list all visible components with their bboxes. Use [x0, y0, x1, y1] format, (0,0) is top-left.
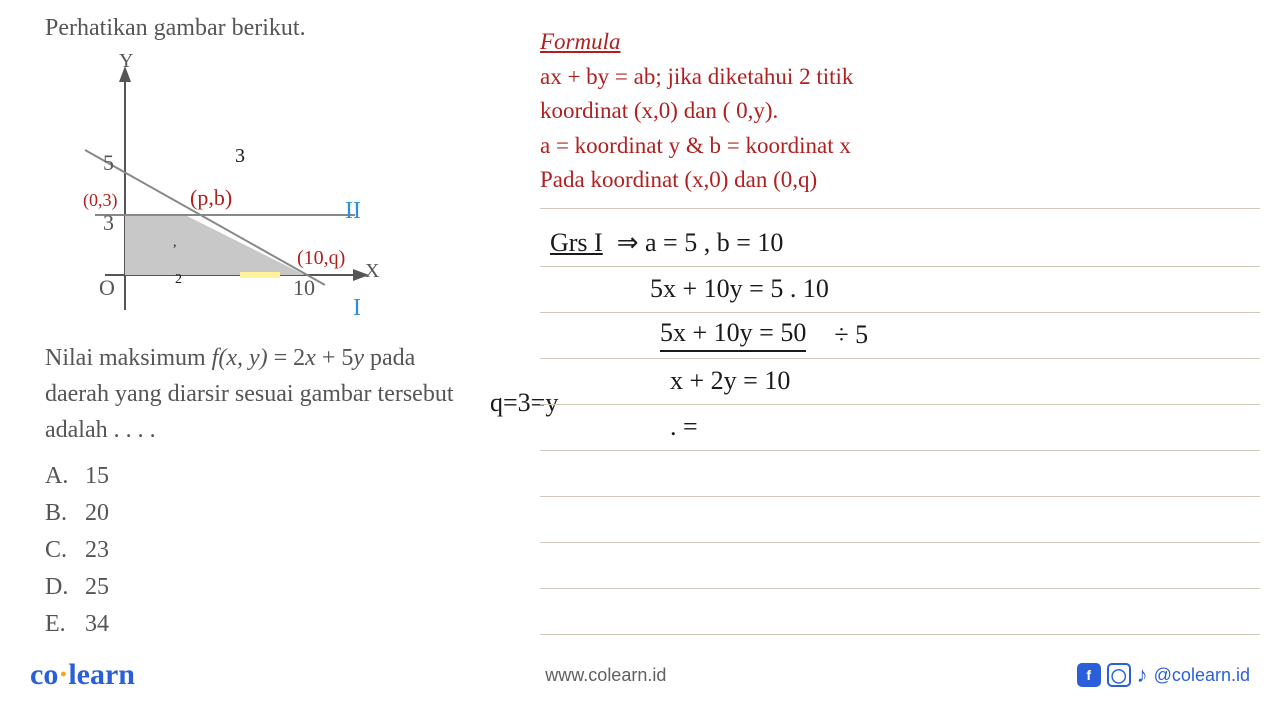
- formula-line4: Pada koordinat (x,0) dan (0,q): [540, 163, 1260, 198]
- left-panel: Perhatikan gambar berikut. Y X: [45, 15, 505, 648]
- work-line-1: Grs I ⇒ a = 5 , b = 10: [540, 221, 1260, 267]
- w2: 5x + 10y = 5 . 10: [650, 274, 829, 304]
- tiktok-icon: ♪: [1137, 662, 1148, 688]
- work-line-2: 5x + 10y = 5 . 10: [540, 267, 1260, 313]
- option-d: D.25: [45, 574, 505, 601]
- right-panel: Formula ax + by = ab; jika diketahui 2 t…: [540, 25, 1260, 635]
- annot-03: (0,3): [83, 190, 118, 211]
- socials: f ◯ ♪ @colearn.id: [1077, 662, 1250, 688]
- annot-pb: (p,b): [190, 185, 232, 211]
- annot-roman-2: II: [345, 198, 361, 225]
- q2: daerah yang diarsir sesuai gambar terseb…: [45, 381, 454, 407]
- option-c: C.23: [45, 537, 505, 564]
- w3a: 5x + 10y = 50: [660, 318, 806, 352]
- option-e: E.34: [45, 611, 505, 638]
- annot-2: 2: [175, 272, 182, 288]
- footer-url: www.colearn.id: [545, 665, 666, 686]
- x-tick-10: 10: [293, 275, 315, 301]
- option-a: A.15: [45, 463, 505, 490]
- work-line-7: [540, 497, 1260, 543]
- footer: co·learn www.colearn.id f ◯ ♪ @colearn.i…: [0, 658, 1280, 692]
- logo-dot-icon: ·: [58, 658, 68, 691]
- work-line-4: x + 2y = 10: [540, 359, 1260, 405]
- x-axis-label: X: [365, 260, 379, 283]
- logo-co: co: [30, 658, 58, 691]
- formula-line3: a = koordinat y & b = koordinat x: [540, 129, 1260, 164]
- work-line-3: 5x + 10y = 50 ÷ 5: [540, 313, 1260, 359]
- q1f: + 5: [316, 345, 354, 371]
- q1a: Nilai maksimum: [45, 345, 212, 371]
- logo-learn: learn: [68, 658, 135, 691]
- instruction-text: Perhatikan gambar berikut.: [45, 15, 505, 42]
- origin-label: O: [99, 275, 115, 301]
- formula-line1: ax + by = ab; jika diketahui 2 titik: [540, 60, 1260, 95]
- logo: co·learn: [30, 658, 135, 692]
- annot-10q: (10,q): [297, 247, 345, 270]
- graph: Y X O 5 3 10 3 (p,b) (0,3) II (10,q) I 2…: [65, 50, 405, 330]
- w4: x + 2y = 10: [670, 366, 790, 396]
- y-axis-label: Y: [119, 50, 133, 73]
- q1h: pada: [364, 345, 415, 371]
- ruled-area: Grs I ⇒ a = 5 , b = 10 5x + 10y = 5 . 10…: [540, 221, 1260, 635]
- annot-roman-1: I: [353, 295, 361, 322]
- q1e: x: [305, 345, 316, 371]
- option-b: B.20: [45, 500, 505, 527]
- w1a: Grs I: [550, 228, 603, 258]
- annot-3: 3: [235, 145, 245, 168]
- facebook-icon: f: [1077, 663, 1101, 687]
- w3b: ÷ 5: [834, 320, 868, 350]
- question-text: Nilai maksimum f(x, y) = 2x + 5y pada da…: [45, 340, 505, 448]
- y-tick-5: 5: [103, 150, 114, 176]
- formula-line2: koordinat (x,0) dan ( 0,y).: [540, 94, 1260, 129]
- instagram-icon: ◯: [1107, 663, 1131, 687]
- footer-handle: @colearn.id: [1154, 665, 1250, 686]
- y-tick-3: 3: [103, 210, 114, 236]
- formula-title: Formula: [540, 25, 1260, 60]
- w5: . =: [670, 412, 698, 442]
- q3: adalah . . . .: [45, 417, 156, 443]
- q1g: y: [353, 345, 364, 371]
- q1d: = 2: [268, 345, 306, 371]
- options: A.15 B.20 C.23 D.25 E.34: [45, 463, 505, 638]
- work-line-8: [540, 543, 1260, 589]
- w1b: ⇒ a = 5 , b = 10: [617, 228, 784, 258]
- q1c: (x, y): [218, 345, 267, 371]
- work-line-6: [540, 451, 1260, 497]
- annot-dot: ,: [173, 235, 177, 251]
- work-line-9: [540, 589, 1260, 635]
- work-line-5: . =: [540, 405, 1260, 451]
- formula-block: Formula ax + by = ab; jika diketahui 2 t…: [540, 25, 1260, 209]
